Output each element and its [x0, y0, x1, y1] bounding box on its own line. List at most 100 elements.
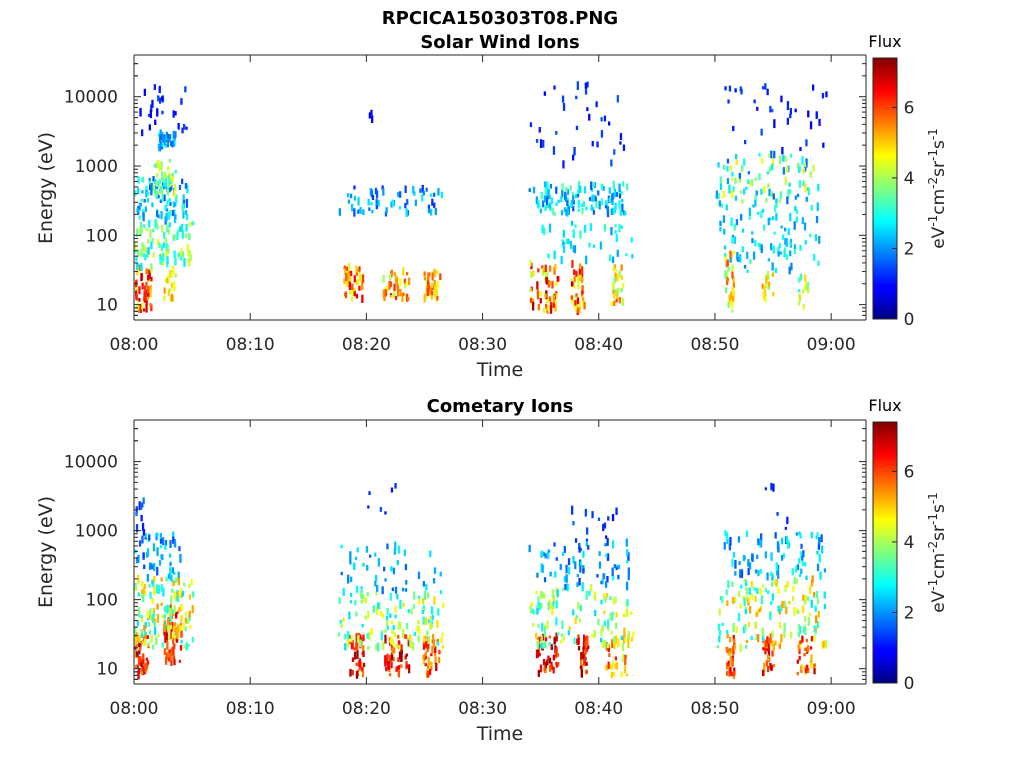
- flux-cell: [727, 99, 730, 104]
- flux-cell: [545, 303, 548, 309]
- flux-cell: [169, 567, 172, 575]
- flux-cell: [786, 516, 789, 525]
- flux-cell: [151, 99, 154, 108]
- flux-cell: [385, 207, 388, 214]
- flux-cell: [426, 630, 429, 636]
- flux-cell: [810, 636, 814, 642]
- flux-cell: [727, 648, 731, 655]
- flux-cell: [344, 643, 347, 651]
- flux-cell: [544, 641, 547, 649]
- flux-cell: [585, 255, 588, 265]
- flux-cell: [168, 159, 171, 163]
- flux-cell: [612, 292, 616, 299]
- flux-cell: [810, 654, 813, 661]
- flux-cell: [355, 633, 358, 642]
- flux-cell: [171, 621, 174, 627]
- flux-cell: [178, 226, 182, 233]
- flux-cell: [170, 293, 174, 302]
- flux-cell: [540, 635, 543, 643]
- flux-cell: [743, 264, 747, 269]
- flux-cell: [389, 613, 392, 618]
- flux-cell: [610, 208, 613, 215]
- flux-cell: [813, 253, 816, 261]
- flux-cell: [166, 256, 169, 265]
- flux-cell: [612, 540, 615, 549]
- flux-cell: [586, 81, 589, 88]
- flux-cell: [606, 538, 609, 546]
- flux-cell: [621, 181, 625, 187]
- flux-cell: [141, 129, 144, 137]
- flux-cell: [181, 251, 185, 258]
- flux-cell: [621, 198, 624, 203]
- flux-cell: [821, 93, 825, 99]
- flux-cell: [552, 602, 555, 609]
- flux-cell: [578, 542, 581, 550]
- flux-cell: [740, 213, 743, 221]
- flux-cell: [408, 277, 411, 286]
- flux-cell: [145, 299, 148, 305]
- flux-cell: [390, 641, 394, 651]
- flux-cell: [754, 595, 757, 602]
- flux-cell: [733, 236, 737, 244]
- flux-cell: [554, 299, 557, 309]
- flux-cell: [384, 289, 388, 297]
- flux-cell: [784, 176, 787, 186]
- flux-cell: [740, 571, 743, 579]
- flux-cell: [725, 589, 728, 596]
- flux-cell: [732, 671, 735, 677]
- flux-cell: [394, 541, 397, 551]
- flux-cell: [548, 281, 552, 286]
- flux-cell: [770, 601, 773, 606]
- flux-cell: [767, 258, 770, 262]
- flux-cell: [741, 246, 744, 252]
- flux-cell: [577, 199, 580, 208]
- flux-cell: [611, 639, 614, 649]
- flux-cell: [353, 647, 357, 651]
- flux-cell: [177, 123, 180, 130]
- flux-cell: [161, 614, 164, 619]
- flux-cell: [767, 217, 770, 226]
- flux-cell: [560, 195, 563, 202]
- flux-cell: [427, 592, 430, 599]
- y-tick-label: 1000: [75, 157, 118, 177]
- flux-cell: [719, 227, 722, 232]
- flux-cell: [434, 653, 437, 657]
- flux-cell: [541, 550, 544, 556]
- flux-cell: [611, 613, 614, 621]
- flux-cell: [800, 551, 803, 558]
- flux-cell: [555, 202, 558, 206]
- flux-cell: [170, 176, 173, 182]
- flux-cell: [739, 643, 742, 652]
- flux-cell: [627, 639, 630, 648]
- flux-cell: [428, 272, 431, 277]
- flux-cell: [348, 262, 351, 272]
- flux-cell: [161, 179, 165, 188]
- flux-cell: [543, 666, 546, 672]
- flux-cell: [134, 242, 137, 252]
- flux-cell: [372, 605, 375, 613]
- flux-cell: [617, 289, 620, 293]
- flux-cell: [184, 183, 188, 189]
- flux-cell: [739, 254, 742, 263]
- flux-cell: [622, 653, 625, 663]
- flux-cell: [429, 661, 433, 667]
- flux-cell: [142, 641, 145, 646]
- flux-cell: [771, 573, 774, 581]
- flux-cell: [754, 199, 757, 207]
- flux-cell: [777, 251, 780, 257]
- flux-cell: [555, 281, 558, 286]
- flux-cell: [186, 214, 189, 221]
- flux-cell: [343, 265, 346, 270]
- flux-cell: [552, 302, 555, 308]
- flux-cell: [776, 512, 779, 516]
- flux-cell: [550, 661, 553, 667]
- flux-cell: [605, 535, 608, 539]
- flux-cell: [161, 134, 165, 140]
- flux-cell: [136, 632, 140, 642]
- flux-cell: [801, 156, 804, 165]
- flux-cell: [743, 598, 746, 606]
- flux-cell: [764, 551, 767, 559]
- flux-cell: [571, 260, 574, 268]
- flux-cell: [769, 217, 772, 221]
- flux-cell: [577, 602, 580, 608]
